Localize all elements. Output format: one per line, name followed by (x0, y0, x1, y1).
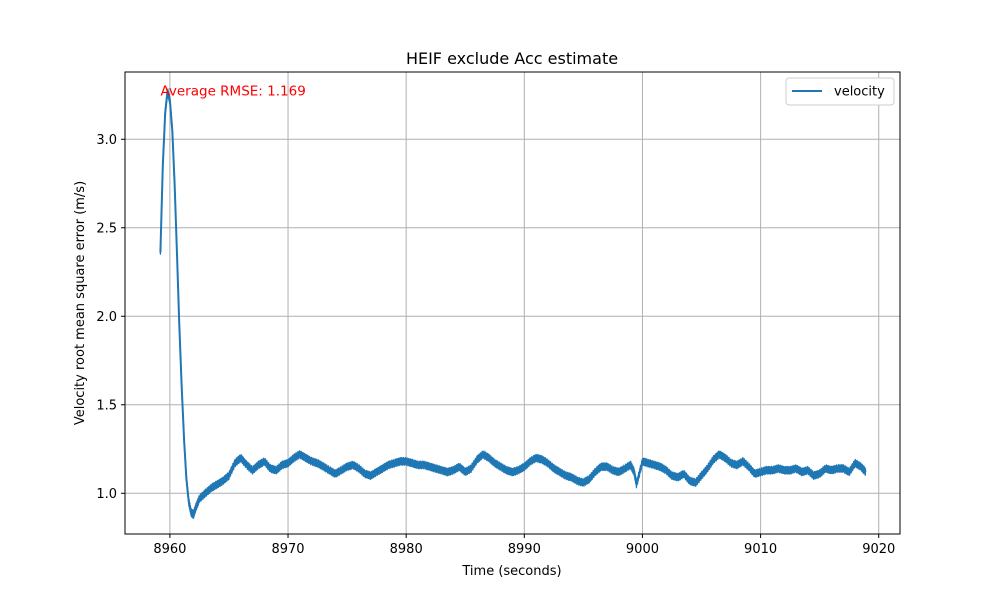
legend-label-velocity: velocity (834, 85, 885, 100)
y-tick-label: 1.0 (96, 487, 117, 502)
plot-area (125, 72, 900, 534)
chart-title: HEIF exclude Acc estimate (406, 49, 618, 68)
series-layer (159, 88, 867, 519)
y-tick-label: 1.5 (96, 398, 117, 413)
x-ticks: 8960 8970 8980 8990 9000 9010 9020 (153, 534, 895, 557)
series-line-velocity (159, 90, 867, 516)
y-axis-label: Velocity root mean square error (m/s) (73, 181, 88, 425)
x-tick-label: 8990 (508, 542, 541, 557)
y-ticks: 1.0 1.5 2.0 2.5 3.0 (96, 133, 125, 502)
y-tick-label: 3.0 (96, 133, 117, 148)
x-axis-label: Time (seconds) (461, 564, 561, 579)
x-tick-label: 8970 (271, 542, 304, 557)
x-tick-label: 9010 (744, 542, 777, 557)
y-tick-label: 2.0 (96, 310, 117, 325)
average-rmse-annotation: Average RMSE: 1.169 (160, 83, 305, 99)
x-tick-label: 9020 (862, 542, 895, 557)
grid (125, 72, 900, 534)
y-tick-label: 2.5 (96, 221, 117, 236)
x-tick-label: 8980 (390, 542, 423, 557)
x-tick-label: 8960 (153, 542, 186, 557)
legend: velocity (785, 77, 895, 106)
x-tick-label: 9000 (626, 542, 659, 557)
legend-box (785, 77, 895, 106)
plot-frame (124, 71, 901, 535)
